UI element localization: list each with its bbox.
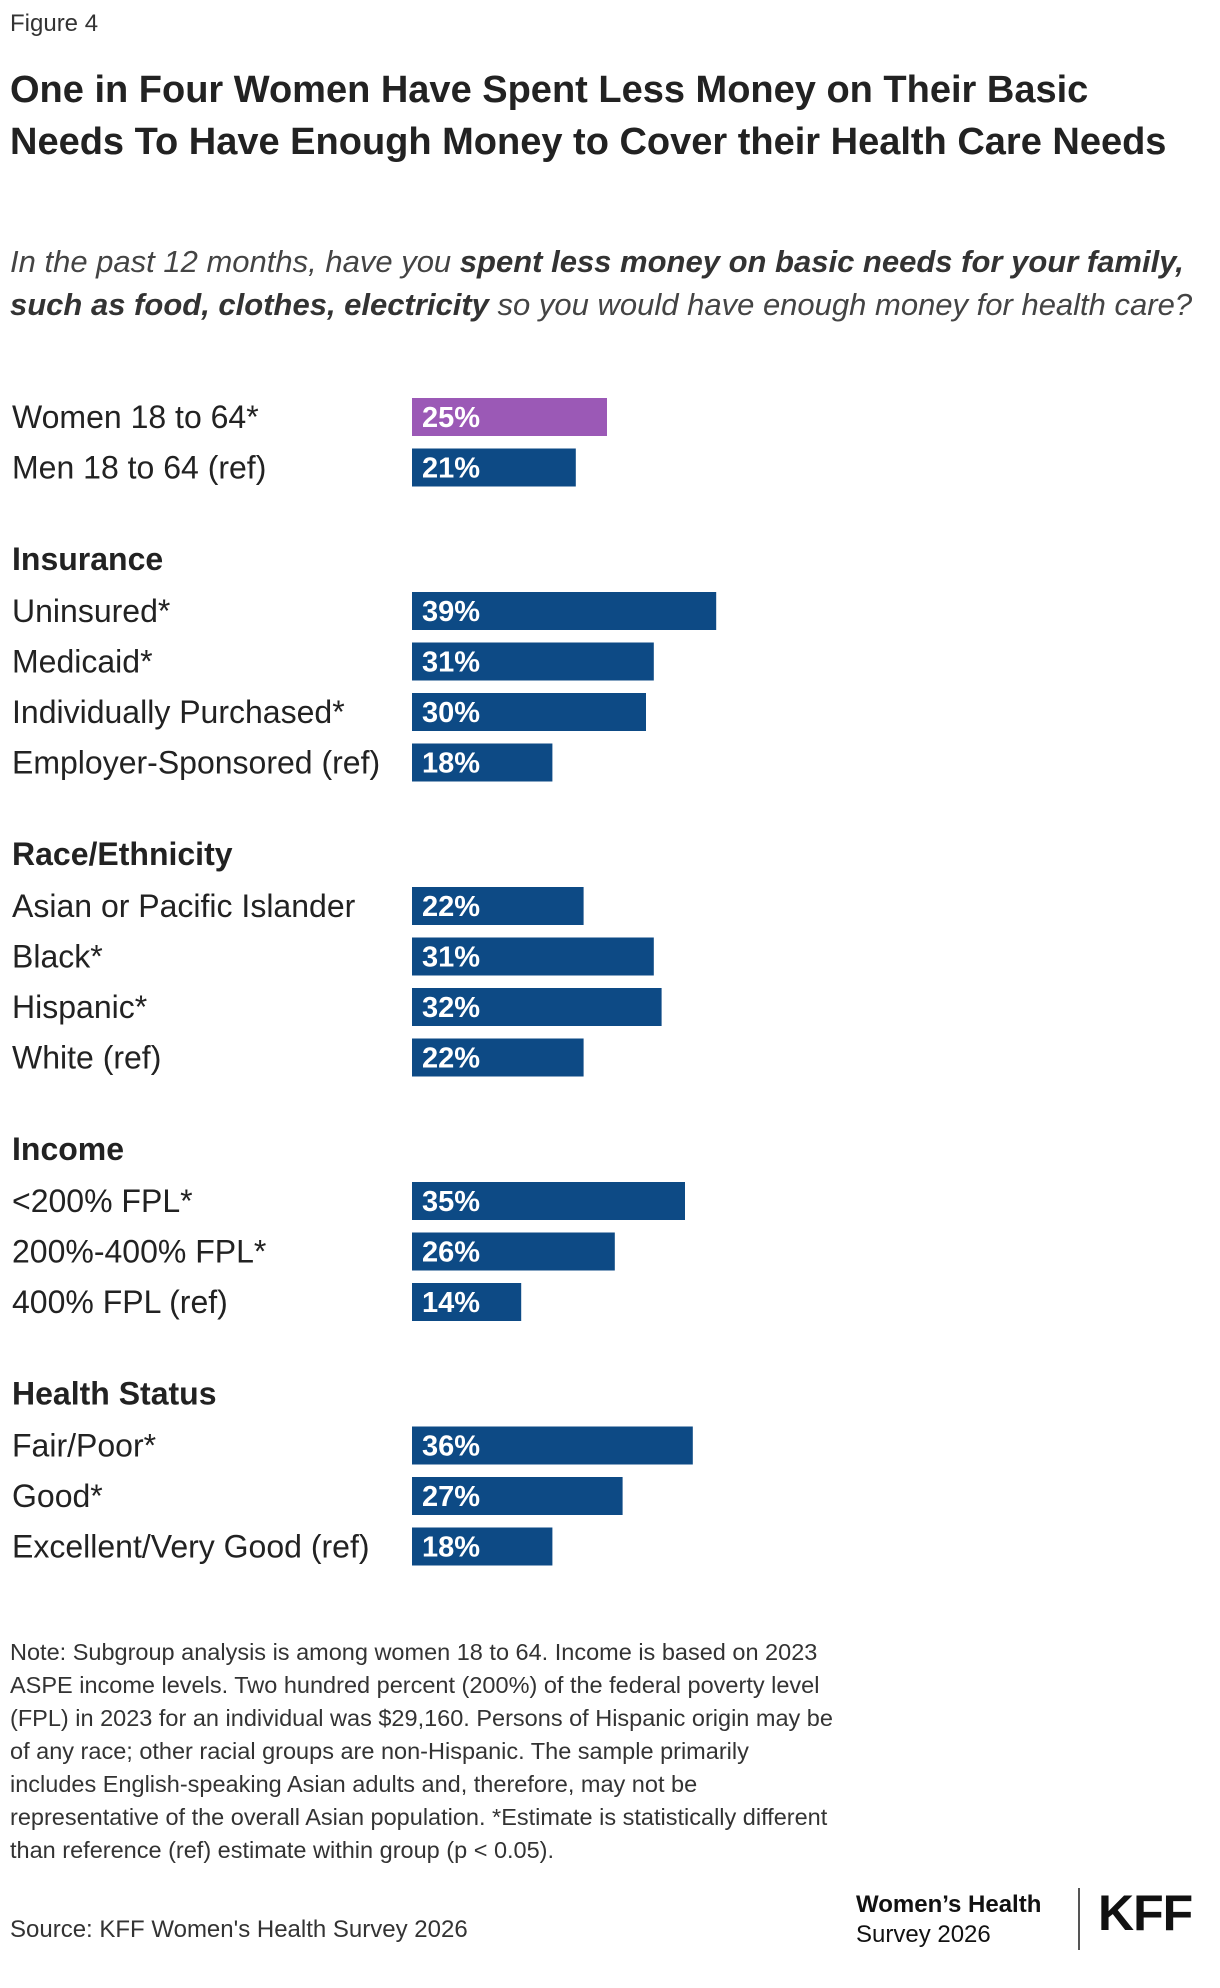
category-label: Women 18 to 64* [12, 399, 259, 435]
question-emphasis: spent less money on basic needs for your… [10, 244, 1184, 322]
category-label: Employer-Sponsored (ref) [12, 745, 380, 781]
category-label: White (ref) [12, 1040, 161, 1076]
bar [412, 887, 584, 925]
question-text-start: In the past 12 months, have you [10, 244, 460, 279]
survey-logo: Women’s Health Survey 2026 [856, 1890, 1041, 1950]
bar-chart: Women 18 to 64* 25% Men 18 to 64 (ref) 21% I… [12, 398, 717, 1566]
bar [412, 988, 662, 1026]
bar-value-label: 36% [422, 1431, 480, 1463]
bar-value-label: 26% [422, 1237, 480, 1269]
category-label: Men 18 to 64 (ref) [12, 450, 266, 486]
category-label: Fair/Poor* [12, 1428, 156, 1464]
bar-value-label: 18% [422, 1532, 480, 1564]
group-label: Insurance [12, 541, 163, 577]
bar [412, 1527, 553, 1566]
category-label: <200% FPL* [12, 1183, 193, 1219]
category-label: 400% FPL (ref) [12, 1284, 228, 1320]
bar-value-label: 14% [422, 1287, 480, 1319]
category-label: Black* [12, 939, 103, 975]
bar [412, 1477, 623, 1515]
chart-title: One in Four Women Have Spent Less Money … [10, 69, 1167, 163]
bar-value-label: 22% [422, 1043, 480, 1075]
bar-value-label: 31% [422, 647, 480, 679]
bar-value-label: 35% [422, 1186, 480, 1218]
bar-value-label: 25% [422, 402, 480, 434]
bar-value-label: 39% [422, 596, 480, 628]
bar-value-label: 21% [422, 453, 480, 485]
survey-logo-line2: Survey 2026 [856, 1921, 991, 1948]
bar [412, 398, 607, 436]
category-label: Medicaid* [12, 644, 153, 680]
category-label: Asian or Pacific Islander [12, 888, 356, 924]
bar-value-label: 32% [422, 992, 480, 1024]
group-label: Income [12, 1131, 124, 1167]
bar [412, 642, 654, 681]
bar [412, 937, 654, 976]
category-label: Individually Purchased* [12, 694, 345, 730]
bar [412, 1283, 522, 1321]
kff-logo: KFF [1098, 1885, 1193, 1941]
bar [412, 1232, 615, 1271]
bar [412, 448, 576, 487]
group-label: Race/Ethnicity [12, 836, 233, 872]
category-label: Uninsured* [12, 593, 170, 629]
question-text-end: so you would have enough money for healt… [488, 287, 1193, 322]
category-label: Hispanic* [12, 989, 147, 1025]
bar [412, 743, 553, 782]
survey-logo-line1: Women’s Health [856, 1891, 1042, 1918]
category-label: 200%-400% FPL* [12, 1234, 266, 1270]
category-label: Excellent/Very Good (ref) [12, 1529, 369, 1565]
bar [412, 1038, 584, 1077]
chart-note: Note: Subgroup analysis is among women 1… [10, 1639, 833, 1863]
category-label: Good* [12, 1478, 103, 1514]
bar [412, 592, 717, 630]
chart-source: Source: KFF Women's Health Survey 2026 [10, 1916, 468, 1943]
bar-value-label: 30% [422, 697, 480, 729]
bar-value-label: 22% [422, 891, 480, 923]
bar [412, 1182, 685, 1220]
bar [412, 693, 646, 731]
figure-label: Figure 4 [10, 10, 99, 37]
bar-value-label: 27% [422, 1481, 480, 1513]
logo-divider [1078, 1888, 1080, 1950]
bar [412, 1426, 693, 1465]
group-label: Health Status [12, 1376, 216, 1412]
bar-value-label: 31% [422, 942, 480, 974]
survey-question: In the past 12 months, have you spent le… [10, 240, 1200, 326]
bar-value-label: 18% [422, 748, 480, 780]
